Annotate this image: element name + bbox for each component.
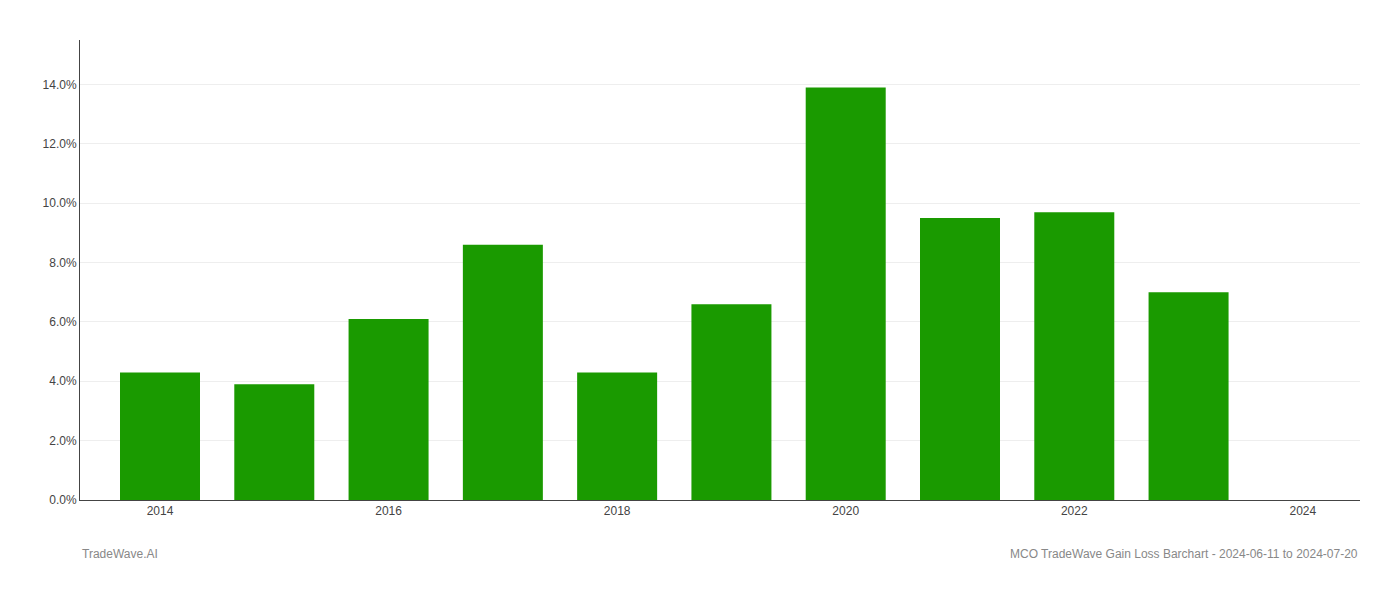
svg-text:2.0%: 2.0% xyxy=(49,434,77,448)
svg-text:10.0%: 10.0% xyxy=(43,196,77,210)
svg-text:2024: 2024 xyxy=(1290,504,1317,518)
svg-text:2014: 2014 xyxy=(147,504,174,518)
svg-text:8.0%: 8.0% xyxy=(49,256,77,270)
svg-text:12.0%: 12.0% xyxy=(43,137,77,151)
svg-text:2020: 2020 xyxy=(832,504,859,518)
svg-text:6.0%: 6.0% xyxy=(49,315,77,329)
svg-text:MCO TradeWave Gain Loss Barcha: MCO TradeWave Gain Loss Barchart - 2024-… xyxy=(1010,547,1358,561)
svg-text:0.0%: 0.0% xyxy=(49,493,77,507)
svg-text:4.0%: 4.0% xyxy=(49,374,77,388)
svg-text:TradeWave.AI: TradeWave.AI xyxy=(82,547,158,561)
svg-text:2016: 2016 xyxy=(375,504,402,518)
svg-text:14.0%: 14.0% xyxy=(43,78,77,92)
svg-text:2018: 2018 xyxy=(604,504,631,518)
svg-text:2022: 2022 xyxy=(1061,504,1088,518)
